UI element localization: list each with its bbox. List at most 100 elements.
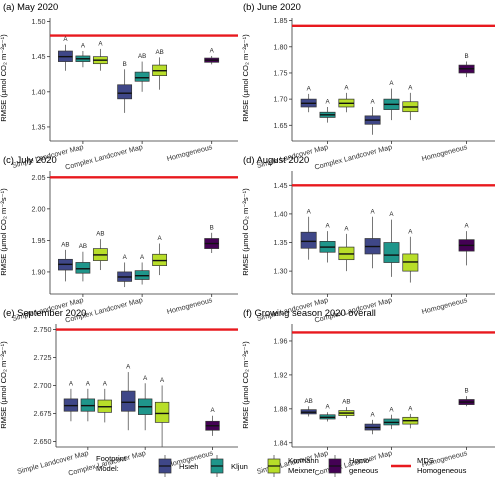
y-tick-label: 1.45: [32, 52, 46, 61]
box-body: [134, 71, 150, 82]
significance-letter: AB: [79, 243, 87, 250]
panel-title: (f) Growing season 2020 overall: [243, 307, 376, 318]
y-tick-label: 1.35: [32, 122, 46, 131]
box-kormannmeixner: A: [338, 84, 355, 113]
significance-letter: B: [465, 53, 469, 60]
box-hsieh: AB: [300, 398, 317, 417]
box-body: [154, 401, 170, 423]
box-hsieh: A: [300, 85, 317, 113]
y-tick-label: 1.30: [274, 267, 288, 276]
panel-title: (d) August 2020: [243, 154, 309, 165]
y-tick-label: 2.750: [34, 325, 52, 334]
box-kormannmeixner: AB: [92, 231, 108, 271]
box-hsieh: A: [364, 411, 381, 435]
box-kljun: A: [383, 80, 400, 121]
y-tick-label: 1.95: [32, 236, 46, 245]
y-tick-label: 1.90: [32, 267, 46, 276]
significance-letter: B: [210, 224, 214, 231]
significance-letter: A: [307, 85, 312, 92]
legend-item: Kljun: [210, 455, 248, 477]
significance-letter: B: [123, 61, 127, 68]
box-kljun: A: [134, 254, 150, 285]
significance-letter: AB: [96, 231, 104, 238]
y-tick-label: 2.675: [34, 409, 52, 418]
y-tick-label: 1.35: [274, 238, 288, 247]
significance-letter: A: [103, 380, 108, 387]
box-homogeneous: B: [458, 388, 475, 407]
box-kormannmeixner: A: [92, 40, 108, 71]
legend-item: Homo-geneous: [328, 455, 378, 477]
significance-letter: A: [81, 43, 86, 50]
significance-letter: A: [126, 364, 131, 371]
panel-title: (c) July 2020: [3, 154, 57, 165]
legend-items: Hsieh KljunKormannMeixnerHomo-geneousMDSH…: [158, 455, 467, 477]
significance-letter: A: [325, 223, 330, 230]
significance-letter: A: [140, 254, 145, 261]
box-hsieh: A: [121, 364, 136, 431]
box-kljun: A: [138, 375, 153, 431]
box-homogeneous: A: [458, 223, 475, 266]
box-kljun: A: [80, 380, 96, 422]
box-kormannmeixner: A: [152, 235, 168, 276]
box-hsieh: A: [300, 208, 317, 260]
y-tick-label: 2.725: [34, 353, 52, 362]
legend-title-line2: Model:: [96, 464, 119, 473]
box-kljun: AB: [134, 53, 150, 92]
significance-letter: AB: [61, 241, 69, 248]
box-kormannmeixner: A: [402, 228, 419, 283]
box-body: [383, 242, 400, 263]
box-kormannmeixner: AB: [338, 399, 355, 419]
significance-letter: AB: [155, 49, 163, 56]
y-axis-label: RMSE (µmol CO₂ m⁻²s⁻¹): [241, 188, 250, 276]
panel-2: (b) June 2020 RMSE (µmol CO₂ m⁻²s⁻¹) 1.65 1…: [241, 1, 495, 172]
y-axis-label: RMSE (µmol CO₂ m⁻²s⁻¹): [0, 341, 8, 429]
box-homogeneous: A: [205, 407, 220, 436]
significance-letter: A: [210, 47, 215, 54]
y-tick-label: 1.65: [274, 121, 288, 130]
legend-label: Homo-: [349, 456, 372, 465]
box-hsieh: AB: [58, 241, 73, 282]
box-homogeneous: A: [204, 47, 220, 65]
significance-letter: A: [158, 235, 163, 242]
legend-label: geneous: [349, 466, 378, 475]
significance-letter: A: [123, 254, 128, 261]
panel-3: (c) July 2020 RMSE (µmol CO₂ m⁻²s⁻¹) 1.90 1…: [0, 154, 238, 325]
box-kljun: A: [319, 223, 336, 263]
y-tick-label: 1.85: [274, 16, 288, 25]
panel-4: (d) August 2020 RMSE (µmol CO₂ m⁻²s⁻¹) 1.3…: [241, 154, 495, 325]
legend-label: MDS: [417, 456, 434, 465]
box-kljun: A: [383, 211, 400, 277]
box-kljun: A: [319, 404, 336, 422]
significance-letter: A: [371, 411, 376, 418]
significance-letter: A: [389, 80, 394, 87]
significance-letter: A: [389, 211, 394, 218]
significance-letter: A: [408, 84, 413, 91]
significance-letter: A: [143, 375, 148, 382]
y-tick-label: 2.00: [32, 204, 46, 213]
y-tick-label: 1.40: [274, 209, 288, 218]
box-kljun: A: [383, 406, 400, 430]
legend-label: Homogeneous: [417, 466, 467, 475]
significance-letter: A: [344, 84, 349, 91]
y-tick-label: 1.84: [274, 438, 288, 447]
y-tick-label: 1.50: [32, 17, 46, 26]
x-tick-label: Homogeneous: [166, 142, 214, 163]
box-kormannmeixner: A: [338, 225, 355, 272]
box-kljun: AB: [75, 243, 91, 282]
box-hsieh: B: [117, 61, 133, 113]
y-tick-label: 1.45: [274, 181, 288, 190]
x-tick-label: Homogeneous: [421, 142, 469, 163]
box-kormannmeixner: A: [402, 84, 419, 121]
box-kormannmeixner: AB: [152, 49, 168, 90]
y-tick-label: 2.700: [34, 381, 52, 390]
significance-letter: B: [465, 388, 469, 395]
box-kljun: A: [319, 98, 336, 123]
legend-title-line1: Footprint: [96, 454, 127, 463]
box-homogeneous: B: [458, 53, 475, 78]
y-axis-label: RMSE (µmol CO₂ m⁻²s⁻¹): [241, 34, 250, 122]
panel-title: (b) June 2020: [243, 1, 301, 12]
panel-1: (a) May 2020 RMSE (µmol CO₂ m⁻²s⁻¹) 1.35 1.…: [0, 1, 238, 172]
legend-label: Kormann: [288, 456, 319, 465]
y-tick-label: 2.650: [34, 437, 52, 446]
